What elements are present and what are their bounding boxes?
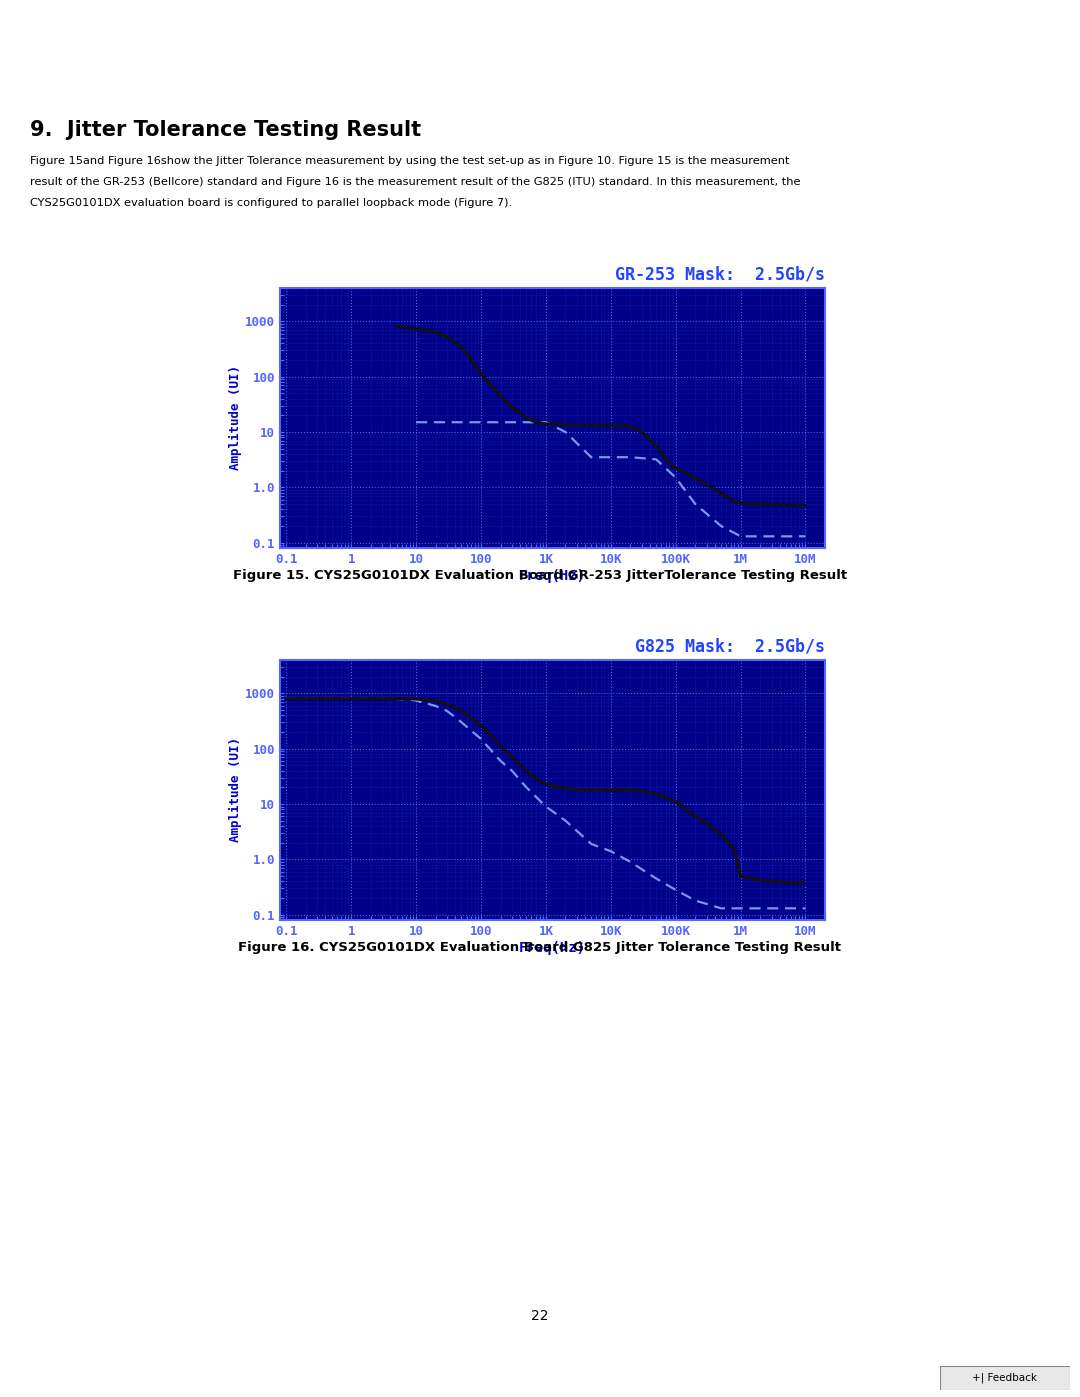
Text: Figure 15. CYS25G0101DX Evaluation Board GR-253 JitterTolerance Testing Result: Figure 15. CYS25G0101DX Evaluation Board…: [233, 570, 847, 583]
Text: 22: 22: [531, 1309, 549, 1323]
X-axis label: Freq(Hz): Freq(Hz): [519, 569, 586, 583]
Text: 9.  Jitter Tolerance Testing Result: 9. Jitter Tolerance Testing Result: [30, 120, 421, 141]
Text: result of the GR-253 (Bellcore) standard and Figure 16 is the measurement result: result of the GR-253 (Bellcore) standard…: [30, 177, 800, 187]
Text: Figure 16. CYS25G0101DX Evaluation Board G825 Jitter Tolerance Testing Result: Figure 16. CYS25G0101DX Evaluation Board…: [239, 942, 841, 954]
X-axis label: Freq(Hz): Freq(Hz): [519, 940, 586, 954]
Text: CYS25G0101DX evaluation board is configured to parallel loopback mode (Figure 7): CYS25G0101DX evaluation board is configu…: [30, 198, 512, 208]
Y-axis label: Amplitude (UI): Amplitude (UI): [229, 738, 242, 842]
Y-axis label: Amplitude (UI): Amplitude (UI): [229, 366, 242, 471]
Text: Figure 15and Figure 16show the Jitter Tolerance measurement by using the test se: Figure 15and Figure 16show the Jitter To…: [30, 156, 789, 166]
Text: G825 Mask:  2.5Gb/s: G825 Mask: 2.5Gb/s: [635, 637, 825, 655]
Text: +| Feedback: +| Feedback: [972, 1373, 1038, 1383]
Text: GR-253 Mask:  2.5Gb/s: GR-253 Mask: 2.5Gb/s: [615, 265, 825, 284]
